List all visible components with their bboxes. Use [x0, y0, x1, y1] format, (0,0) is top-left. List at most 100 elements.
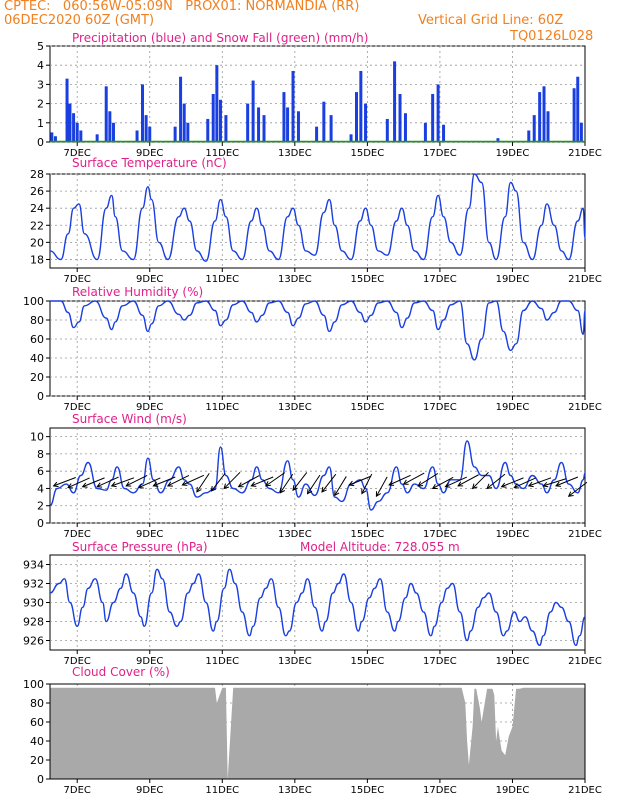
cloud-xtick-label: 7DEC	[64, 785, 91, 796]
pres-xtick-label: 11DEC	[205, 656, 239, 667]
precip-bar	[286, 107, 290, 142]
wind-xtick-label: 11DEC	[205, 529, 239, 540]
wind-arrow-head	[567, 491, 574, 497]
precip-bar	[329, 115, 333, 142]
precip-bar	[579, 122, 583, 142]
precip-bar	[442, 124, 446, 142]
pres-xtick-label: 19DEC	[496, 656, 530, 667]
precip-bar	[144, 115, 148, 142]
wind-arrow	[334, 476, 347, 496]
pres-ytick-label: 928	[23, 616, 44, 629]
precip-bar	[572, 88, 576, 142]
precip-ytick-label: 0	[37, 136, 44, 149]
precip-bar	[398, 94, 402, 142]
cloud-ytick-label: 100	[23, 678, 44, 691]
wind-arrow	[555, 476, 579, 487]
wind-arrow	[265, 472, 286, 487]
precip-bar	[315, 126, 319, 142]
temp-xtick-label: 21DEC	[568, 274, 602, 285]
pres-xtick-label: 15DEC	[351, 656, 385, 667]
precip-bar	[50, 132, 54, 142]
wind-arrow-head	[542, 481, 549, 488]
temp-ytick-label: 24	[30, 202, 44, 215]
precip-xtick-label: 11DEC	[205, 148, 239, 159]
temp-ytick-label: 20	[30, 236, 44, 249]
wind-arrow	[432, 476, 454, 489]
rh-ytick-label: 80	[30, 314, 44, 327]
wind-arrow-head	[306, 488, 313, 495]
wind-arrow	[361, 473, 373, 494]
rh-xtick-label: 15DEC	[351, 402, 385, 413]
wind-frame	[49, 427, 586, 524]
wind-arrow-head	[555, 481, 561, 487]
precip-bar	[206, 118, 210, 142]
rh-ytick-label: 40	[30, 352, 44, 365]
wind-arrow-head	[513, 483, 520, 489]
precip-bar	[135, 130, 139, 142]
cloud-ytick-label: 80	[30, 697, 44, 710]
pres-xtick-label: 21DEC	[568, 656, 602, 667]
precip-title: Precipitation (blue) and Snow Fall (gree…	[72, 31, 368, 45]
wind-arrow-head	[264, 481, 271, 487]
wind-arrow-head	[321, 486, 327, 493]
precip-ytick-label: 5	[37, 40, 44, 53]
rh-ytick-label: 100	[23, 295, 44, 308]
wind-arrow-head	[237, 482, 244, 488]
temp-title: Surface Temperature (nC)	[72, 156, 227, 170]
wind-arrow-head	[52, 481, 59, 488]
cloud-ytick-label: 20	[30, 754, 44, 767]
cloud-ytick-label: 40	[30, 735, 44, 748]
precip-bar	[140, 84, 144, 142]
cloud-xtick-label: 19DEC	[496, 785, 530, 796]
temp-xtick-label: 11DEC	[205, 274, 239, 285]
wind-arrow	[528, 477, 552, 487]
precip-bar	[291, 70, 295, 142]
header-line1-left: CPTEC: 060:56W-05:09N PROX01: NORMANDIA …	[4, 0, 360, 14]
wind-arrow-head	[81, 482, 88, 488]
wind-arrow	[111, 477, 135, 487]
wind-ytick-label: 6	[37, 465, 44, 478]
wind-xtick-label: 13DEC	[278, 529, 312, 540]
wind-arrow	[223, 471, 241, 489]
precip-bar	[108, 111, 112, 142]
precip-bar	[385, 118, 389, 142]
wind-ytick-label: 4	[37, 482, 44, 495]
temp-xtick-label: 19DEC	[496, 274, 530, 285]
pres-annotation: Model Altitude: 728.055 m	[300, 540, 460, 554]
precip-bar	[576, 76, 580, 142]
precip-bar	[354, 92, 358, 142]
wind-xtick-label: 19DEC	[496, 529, 530, 540]
precip-bar	[364, 103, 368, 142]
rh-xtick-label: 9DEC	[136, 402, 163, 413]
wind-arrow-head	[457, 481, 464, 487]
pres-line	[49, 568, 586, 647]
temp-ytick-label: 26	[30, 185, 44, 198]
precip-ytick-label: 4	[37, 59, 44, 72]
pres-title: Surface Pressure (hPa)	[72, 540, 208, 554]
wind-arrow	[125, 475, 148, 487]
wind-arrow	[292, 472, 308, 491]
wind-xtick-label: 7DEC	[64, 529, 91, 540]
precip-bar	[215, 65, 219, 142]
precip-bar	[322, 101, 326, 142]
precip-bar	[173, 126, 177, 142]
pres-ytick-label: 926	[23, 635, 44, 648]
temp-line	[49, 173, 586, 262]
wind-ytick-label: 10	[30, 431, 44, 444]
precip-xtick-label: 17DEC	[423, 148, 457, 159]
wind-arrow-head	[388, 480, 395, 486]
precip-bar	[111, 122, 115, 142]
pres-xtick-label: 17DEC	[423, 656, 457, 667]
wind-ytick-label: 8	[37, 448, 44, 461]
precip-bar	[53, 136, 57, 142]
pres-ytick-label: 932	[23, 578, 44, 591]
rh-xtick-label: 7DEC	[64, 402, 91, 413]
precip-bar	[224, 115, 228, 142]
wind-arrow-head	[166, 481, 173, 487]
precip-xtick-label: 19DEC	[496, 148, 530, 159]
wind-xtick-label: 21DEC	[568, 529, 602, 540]
cloud-cover-area	[50, 687, 585, 779]
precip-bar	[218, 99, 222, 142]
wind-ytick-label: 2	[37, 500, 44, 513]
